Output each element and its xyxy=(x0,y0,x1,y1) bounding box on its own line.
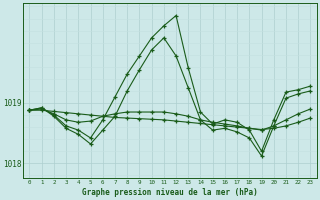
X-axis label: Graphe pression niveau de la mer (hPa): Graphe pression niveau de la mer (hPa) xyxy=(82,188,258,197)
